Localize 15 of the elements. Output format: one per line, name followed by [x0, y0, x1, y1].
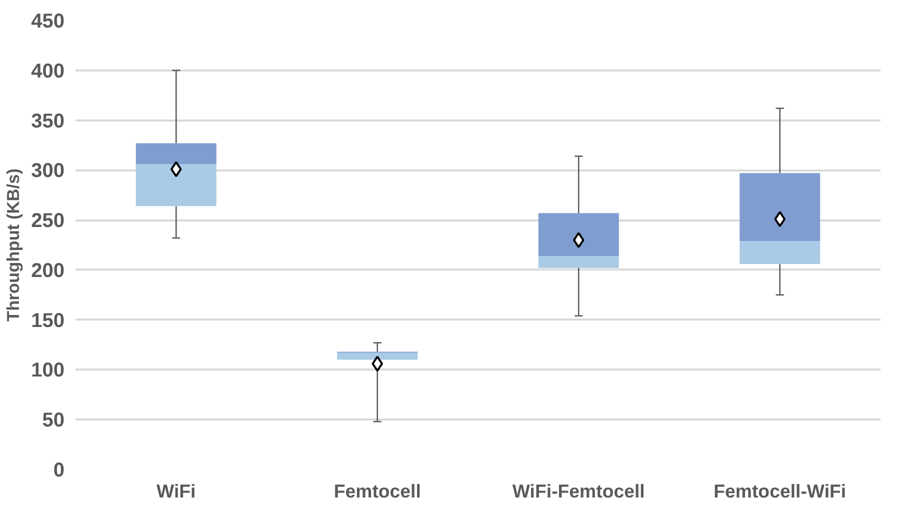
y-tick-label: 350	[31, 110, 65, 132]
x-tick-label: Femtocell	[334, 480, 421, 502]
y-tick-label: 100	[31, 360, 65, 382]
y-tick-label: 400	[31, 60, 65, 82]
x-tick-label: Femtocell-WiFi	[714, 480, 846, 502]
y-tick-label: 200	[31, 260, 65, 282]
x-tick-label: WiFi-Femtocell	[512, 480, 645, 502]
y-tick-label: 450	[31, 10, 65, 32]
y-tick-label: 50	[42, 410, 65, 432]
y-tick-label: 150	[31, 310, 65, 332]
y-tick-label: 250	[31, 210, 65, 232]
y-tick-label: 300	[31, 160, 65, 182]
y-tick-label: 0	[53, 460, 64, 482]
x-tick-label: WiFi	[156, 480, 196, 502]
y-axis-title: Throughput (KB/s)	[3, 168, 24, 322]
